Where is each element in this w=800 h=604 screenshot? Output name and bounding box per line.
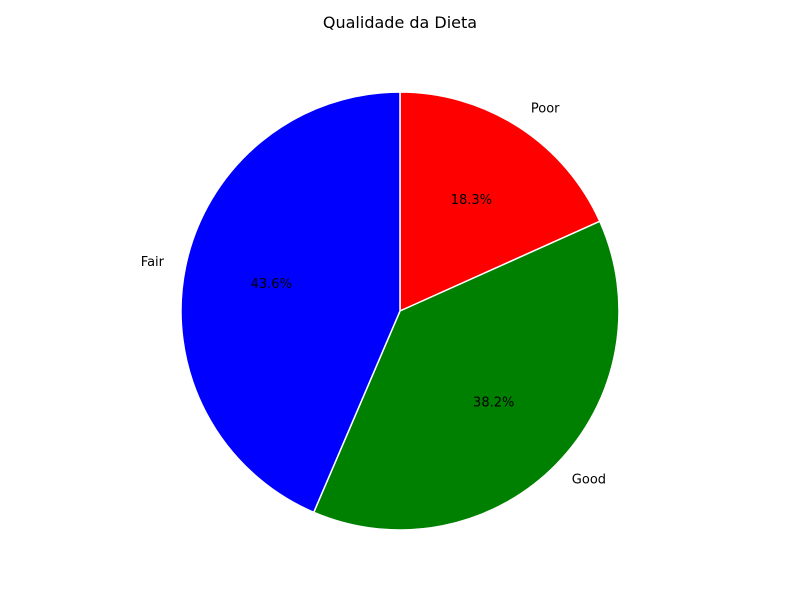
slice-label-poor: Poor bbox=[531, 101, 560, 116]
slice-label-good: Good bbox=[572, 472, 606, 487]
slice-percent-fair: 43.6% bbox=[251, 277, 292, 292]
slice-percent-poor: 18.3% bbox=[451, 193, 492, 208]
slice-label-fair: Fair bbox=[141, 255, 165, 270]
pie-slice-fair bbox=[180, 91, 401, 514]
slice-percent-good: 38.2% bbox=[473, 396, 514, 411]
chart-title: Qualidade da Dieta bbox=[322, 13, 478, 32]
pie-slice-poor bbox=[399, 91, 601, 312]
pie-slice-good bbox=[312, 220, 620, 531]
